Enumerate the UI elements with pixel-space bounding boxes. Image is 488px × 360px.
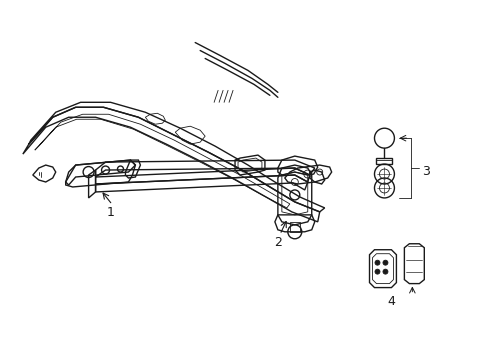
Circle shape bbox=[382, 260, 387, 265]
Text: 3: 3 bbox=[422, 165, 429, 177]
Text: 2: 2 bbox=[273, 236, 281, 249]
Text: 4: 4 bbox=[386, 295, 394, 308]
Circle shape bbox=[374, 260, 379, 265]
Circle shape bbox=[374, 269, 379, 274]
Text: 1: 1 bbox=[106, 206, 114, 219]
Circle shape bbox=[382, 269, 387, 274]
